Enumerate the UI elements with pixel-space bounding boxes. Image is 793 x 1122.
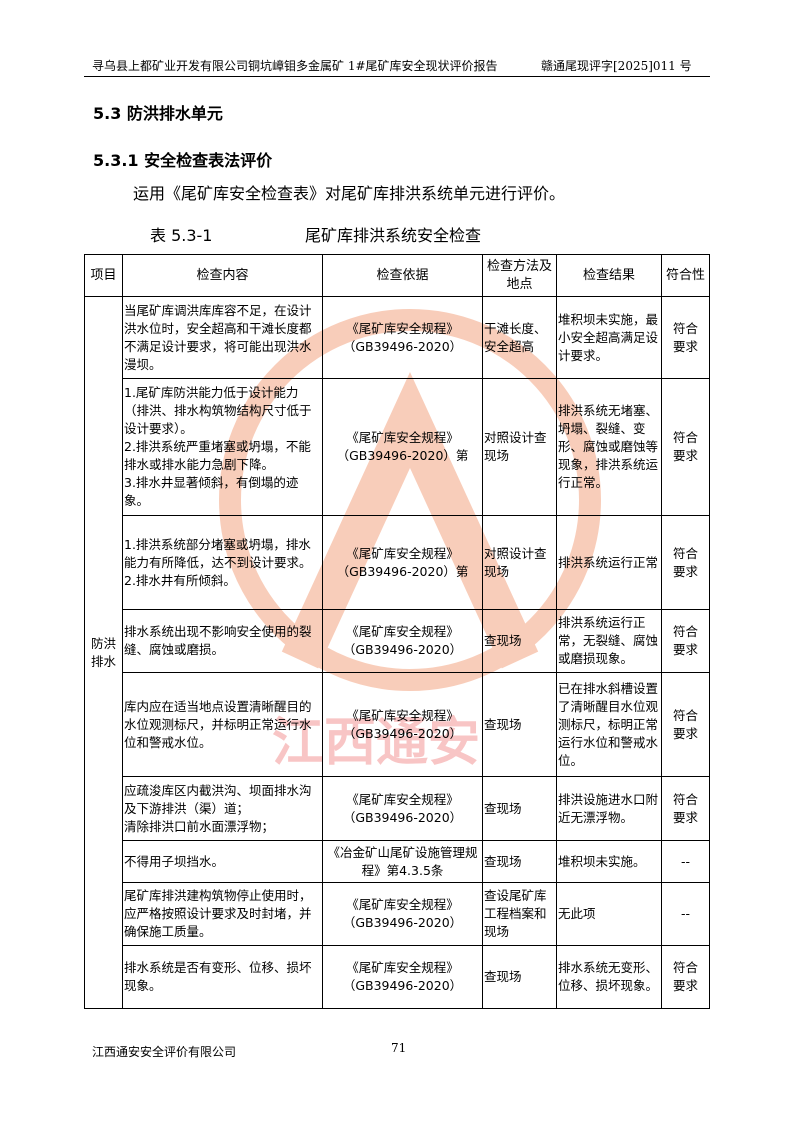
conform-cell: 符合要求 [661, 378, 710, 516]
conform-cell: 符合要求 [661, 672, 710, 777]
conform-cell: -- [661, 840, 710, 883]
basis-cell: 《尾矿库安全规程》（GB39496-2020） [322, 776, 483, 841]
method-cell: 查现场 [482, 609, 557, 673]
result-cell: 堆积坝未实施，最小安全超高满足设计要求。 [556, 296, 662, 379]
method-cell: 查现场 [482, 672, 557, 777]
basis-cell: 《尾矿库安全规程》（GB39496-2020） [322, 609, 483, 673]
col-header: 检查方法及地点 [482, 254, 557, 297]
header-rule [84, 76, 710, 77]
content-cell: 排水系统是否有变形、位移、损坏现象。 [122, 945, 323, 1009]
basis-cell: 《尾矿库安全规程》（GB39496-2020） [322, 945, 483, 1009]
conform-cell: 符合要求 [661, 515, 710, 610]
method-cell: 查设尾矿库工程档案和现场 [482, 882, 557, 946]
result-cell: 排洪设施进水口附近无漂浮物。 [556, 776, 662, 841]
method-cell: 干滩长度、安全超高 [482, 296, 557, 379]
content-cell: 应疏浚库区内截洪沟、坝面排水沟及下游排洪（渠）道； 清除排洪口前水面漂浮物； [122, 776, 323, 841]
conform-cell: 符合要求 [661, 945, 710, 1009]
result-cell: 排洪系统运行正常，无裂缝、腐蚀或磨损现象。 [556, 609, 662, 673]
col-header: 检查结果 [556, 254, 662, 297]
content-cell: 1.尾矿库防洪能力低于设计能力（排洪、排水构筑物结构尺寸低于设计要求）。 2.排… [122, 378, 323, 516]
result-cell: 排洪系统无堵塞、坍塌、裂缝、变形、腐蚀或磨蚀等现象，排洪系统运行正常。 [556, 378, 662, 516]
table-header-row: 项目 检查内容 检查依据 检查方法及地点 检查结果 符合性 [84, 254, 710, 297]
col-header: 检查内容 [122, 254, 323, 297]
table-caption-title: 尾矿库排洪系统安全检查 [305, 226, 482, 245]
table-row: 不得用子坝挡水。 《冶金矿山尾矿设施管理规程》第4.3.5条 查现场 堆积坝未实施。 -… [85, 840, 710, 883]
conform-cell: -- [661, 882, 710, 946]
content-cell: 尾矿库排洪建构筑物停止使用时，应严格按照设计要求及时封堵，并确保施工质量。 [122, 882, 323, 946]
basis-cell: 《尾矿库安全规程》（GB39496-2020） [322, 882, 483, 946]
conform-cell: 符合要求 [661, 296, 710, 379]
method-cell: 查现场 [482, 840, 557, 883]
content-cell: 当尾矿库调洪库库容不足，在设计洪水位时，安全超高和干滩长度都不满足设计要求，将可… [122, 296, 323, 379]
col-header: 检查依据 [322, 254, 483, 297]
basis-cell: 《尾矿库安全规程》（GB39496-2020）第 [322, 515, 483, 610]
table-row: 尾矿库排洪建构筑物停止使用时，应严格按照设计要求及时封堵，并确保施工质量。 《尾矿… [85, 882, 710, 946]
result-cell: 堆积坝未实施。 [556, 840, 662, 883]
subsection-heading: 5.3.1 安全检查表法评价 [93, 151, 273, 170]
content-cell: 1.排洪系统部分堵塞或坍塌，排水能力有所降低，达不到设计要求。 2.排水井有所倾… [122, 515, 323, 610]
header-title: 寻乌县上都矿业开发有限公司铜坑嶂钼多金属矿 1#尾矿库安全现状评价报告 [92, 59, 498, 73]
method-cell: 对照设计查现场 [482, 378, 557, 516]
table-row: 应疏浚库区内截洪沟、坝面排水沟及下游排洪（渠）道； 清除排洪口前水面漂浮物； 《尾… [85, 776, 710, 841]
table-row: 防洪排水 当尾矿库调洪库库容不足，在设计洪水位时，安全超高和干滩长度都不满足设计要… [84, 296, 710, 1009]
item-cell: 防洪排水 [84, 296, 123, 1009]
method-cell: 查现场 [482, 776, 557, 841]
table-row: 排水系统是否有变形、位移、损坏现象。 《尾矿库安全规程》（GB39496-2020… [85, 945, 710, 1009]
table-caption-number: 表 5.3-1 [150, 226, 213, 245]
table-row: 库内应在适当地点设置清晰醒目的水位观测标尺，并标明正常运行水位和警戒水位。 《尾矿… [85, 672, 710, 777]
result-cell: 已在排水斜槽设置了清晰醒目水位观测标尺，标明正常运行水位和警戒水位。 [556, 672, 662, 777]
col-header: 符合性 [661, 254, 710, 297]
conform-cell: 符合要求 [661, 609, 710, 673]
content-cell: 库内应在适当地点设置清晰醒目的水位观测标尺，并标明正常运行水位和警戒水位。 [122, 672, 323, 777]
conform-cell: 符合要求 [661, 776, 710, 841]
section-heading: 5.3 防洪排水单元 [93, 104, 223, 123]
basis-cell: 《尾矿库安全规程》（GB39496-2020） [322, 672, 483, 777]
result-cell: 排水系统无变形、位移、损坏现象。 [556, 945, 662, 1009]
table-row: 1.排洪系统部分堵塞或坍塌，排水能力有所降低，达不到设计要求。 2.排水井有所倾… [85, 515, 710, 610]
method-cell: 对照设计查现场 [482, 515, 557, 610]
col-header: 项目 [84, 254, 123, 297]
method-cell: 查现场 [482, 945, 557, 1009]
content-cell: 排水系统出现不影响安全使用的裂缝、腐蚀或磨损。 [122, 609, 323, 673]
table-row: 1.尾矿库防洪能力低于设计能力（排洪、排水构筑物结构尺寸低于设计要求）。 2.排… [85, 378, 710, 516]
basis-cell: 《冶金矿山尾矿设施管理规程》第4.3.5条 [322, 840, 483, 883]
table-row: 排水系统出现不影响安全使用的裂缝、腐蚀或磨损。 《尾矿库安全规程》（GB39496… [85, 609, 710, 673]
header-doc-no: 赣通尾现评字[2025]011 号 [541, 59, 692, 73]
safety-checklist-table: 项目 检查内容 检查依据 检查方法及地点 检查结果 符合性 防洪排水 当尾矿库调洪… [84, 254, 710, 1009]
content-cell: 不得用子坝挡水。 [122, 840, 323, 883]
footer-company: 江西通安安全评价有限公司 [92, 1045, 237, 1059]
basis-cell: 《尾矿库安全规程》（GB39496-2020）第 [322, 378, 483, 516]
intro-paragraph: 运用《尾矿库安全检查表》对尾矿库排洪系统单元进行评价。 [133, 184, 566, 203]
result-cell: 无此项 [556, 882, 662, 946]
basis-cell: 《尾矿库安全规程》（GB39496-2020） [322, 296, 483, 379]
result-cell: 排洪系统运行正常 [556, 515, 662, 610]
page-number: 71 [391, 1041, 407, 1055]
